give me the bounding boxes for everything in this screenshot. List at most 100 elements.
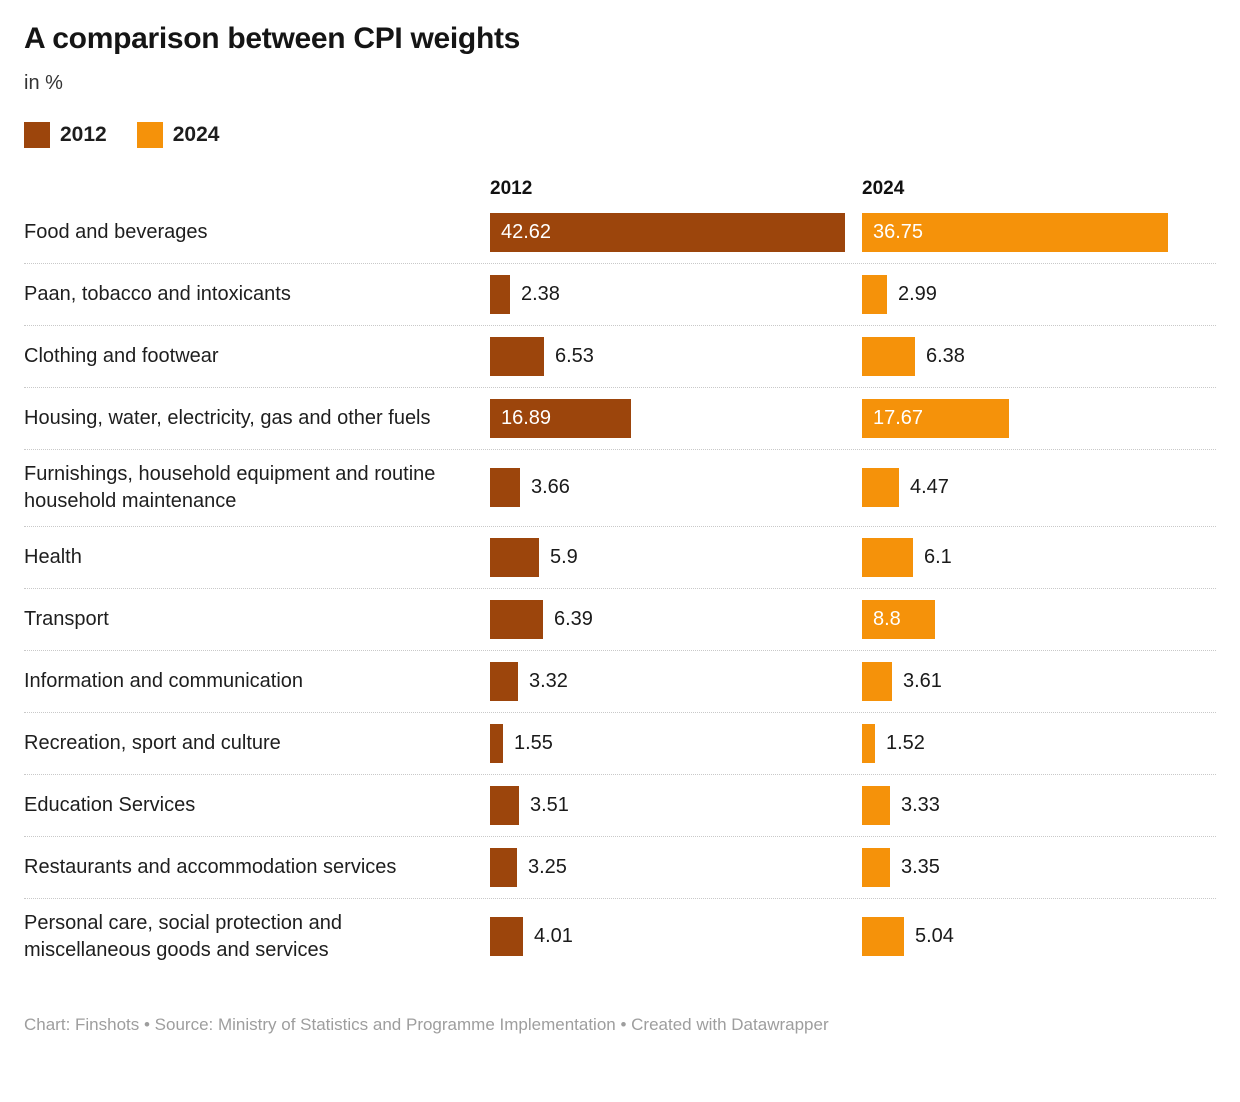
category-label: Education Services xyxy=(24,793,196,816)
bar-2024 xyxy=(862,847,890,887)
bar-value-label-2012: 2.38 xyxy=(521,282,560,305)
bar-cell-2012: 3.51 xyxy=(490,785,862,825)
legend: 2012 2024 xyxy=(24,121,1216,148)
column-header-2012: 2012 xyxy=(490,177,533,199)
bar-cell-2024: 6.1 xyxy=(862,537,1216,577)
bar-cell-2012: 5.9 xyxy=(490,537,862,577)
bar-cell-2012: 2.38 xyxy=(490,274,862,314)
bar-value-label-2012: 1.55 xyxy=(514,731,553,754)
category-label: Transport xyxy=(24,607,109,630)
chart-rows: Food and beverages 42.62 36.75 Paan, tob… xyxy=(24,202,1216,975)
column-header-2024: 2024 xyxy=(862,177,905,199)
bar-2024 xyxy=(862,917,904,956)
category-label: Restaurants and accommodation services xyxy=(24,855,397,878)
bar-2012 xyxy=(490,847,517,887)
bar-cell-2024: 3.33 xyxy=(862,785,1216,825)
footer-credit: Chart: Finshots • Source: Ministry of St… xyxy=(24,1014,829,1034)
table-row: Recreation, sport and culture 1.55 1.52 xyxy=(24,713,1216,775)
bar-cell-2024: 36.75 xyxy=(862,212,1216,252)
bar-value-label-2012: 3.66 xyxy=(531,476,570,498)
bar-2012: 16.89 xyxy=(490,398,631,438)
bar-2012: 42.62 xyxy=(490,212,845,252)
bar-cell-2024: 4.47 xyxy=(862,468,1216,507)
legend-label-2012: 2012 xyxy=(60,122,107,146)
bar-value-label-2024: 36.75 xyxy=(873,220,924,243)
category-label: Recreation, sport and culture xyxy=(24,731,281,754)
category-label: Furnishings, household equipment and rou… xyxy=(24,462,436,512)
bar-cell-2012: 16.89 xyxy=(490,398,862,438)
bar-2024 xyxy=(862,468,899,507)
bar-2012 xyxy=(490,274,510,314)
bar-value-label-2024: 3.33 xyxy=(901,793,940,816)
bar-value-label-2012: 5.9 xyxy=(550,545,578,568)
bar-cell-2024: 1.52 xyxy=(862,723,1216,763)
category-label: Personal care, social protection and mis… xyxy=(24,911,342,961)
bar-cell-2024: 3.61 xyxy=(862,661,1216,701)
table-row: Housing, water, electricity, gas and oth… xyxy=(24,388,1216,450)
bar-value-label-2012: 3.25 xyxy=(528,855,567,878)
bar-value-label-2012: 42.62 xyxy=(501,220,552,243)
bar-cell-2024: 3.35 xyxy=(862,847,1216,887)
column-header-spacer xyxy=(24,178,490,200)
bar-cell-2012: 1.55 xyxy=(490,723,862,763)
bar-2024: 36.75 xyxy=(862,212,1168,252)
table-row: Information and communication 3.32 3.61 xyxy=(24,651,1216,713)
category-label: Clothing and footwear xyxy=(24,344,219,367)
bar-2012 xyxy=(490,537,539,577)
bar-cell-2012: 3.25 xyxy=(490,847,862,887)
table-row: Furnishings, household equipment and rou… xyxy=(24,450,1216,527)
table-row: Transport 6.39 8.8 xyxy=(24,589,1216,651)
bar-cell-2024: 17.67 xyxy=(862,398,1216,438)
bar-2012 xyxy=(490,723,503,763)
bar-2012 xyxy=(490,785,519,825)
bar-cell-2024: 6.38 xyxy=(862,336,1216,376)
bar-chart: 2012 2024 Food and beverages 42.62 36.75… xyxy=(24,178,1216,975)
table-row: Clothing and footwear 6.53 6.38 xyxy=(24,326,1216,388)
bar-value-label-2024: 1.52 xyxy=(886,731,925,754)
bar-2024 xyxy=(862,274,887,314)
bar-2012 xyxy=(490,599,543,639)
bar-2024 xyxy=(862,336,915,376)
bar-2024 xyxy=(862,661,892,701)
bar-2024 xyxy=(862,537,913,577)
bar-value-label-2024: 6.1 xyxy=(924,545,952,568)
bar-value-label-2012: 3.32 xyxy=(529,669,568,692)
bar-value-label-2012: 16.89 xyxy=(501,406,552,429)
legend-swatch-2012 xyxy=(24,121,50,148)
bar-value-label-2024: 17.67 xyxy=(873,406,924,429)
legend-item-2012: 2012 xyxy=(24,121,107,148)
bar-value-label-2024: 8.8 xyxy=(873,607,901,630)
chart-title: A comparison between CPI weights xyxy=(24,22,521,55)
table-row: Food and beverages 42.62 36.75 xyxy=(24,202,1216,264)
bar-2024: 17.67 xyxy=(862,398,1009,438)
bar-2012 xyxy=(490,661,518,701)
bar-cell-2012: 42.62 xyxy=(490,212,862,252)
bar-value-label-2012: 3.51 xyxy=(530,793,569,816)
category-label: Paan, tobacco and intoxicants xyxy=(24,282,291,305)
bar-value-label-2024: 5.04 xyxy=(915,925,954,947)
bar-value-label-2012: 6.53 xyxy=(555,344,594,367)
bar-cell-2024: 2.99 xyxy=(862,274,1216,314)
bar-value-label-2024: 3.35 xyxy=(901,855,940,878)
bar-cell-2024: 8.8 xyxy=(862,599,1216,639)
table-row: Paan, tobacco and intoxicants 2.38 2.99 xyxy=(24,264,1216,326)
table-row: Personal care, social protection and mis… xyxy=(24,899,1216,975)
chart-subtitle: in % xyxy=(24,71,63,94)
table-row: Health 5.9 6.1 xyxy=(24,527,1216,589)
bar-2024: 8.8 xyxy=(862,599,935,639)
bar-value-label-2024: 6.38 xyxy=(926,344,965,367)
bar-value-label-2012: 6.39 xyxy=(554,607,593,630)
column-headers: 2012 2024 xyxy=(24,178,1216,200)
bar-cell-2012: 6.53 xyxy=(490,336,862,376)
bar-value-label-2024: 3.61 xyxy=(903,669,942,692)
bar-value-label-2024: 4.47 xyxy=(910,476,949,498)
bar-2012 xyxy=(490,917,523,956)
bar-value-label-2024: 2.99 xyxy=(898,282,937,305)
bar-cell-2012: 3.66 xyxy=(490,468,862,507)
category-label: Information and communication xyxy=(24,669,304,692)
bar-2024 xyxy=(862,785,890,825)
bar-cell-2012: 3.32 xyxy=(490,661,862,701)
category-label: Housing, water, electricity, gas and oth… xyxy=(24,406,431,429)
bar-value-label-2012: 4.01 xyxy=(534,925,573,947)
